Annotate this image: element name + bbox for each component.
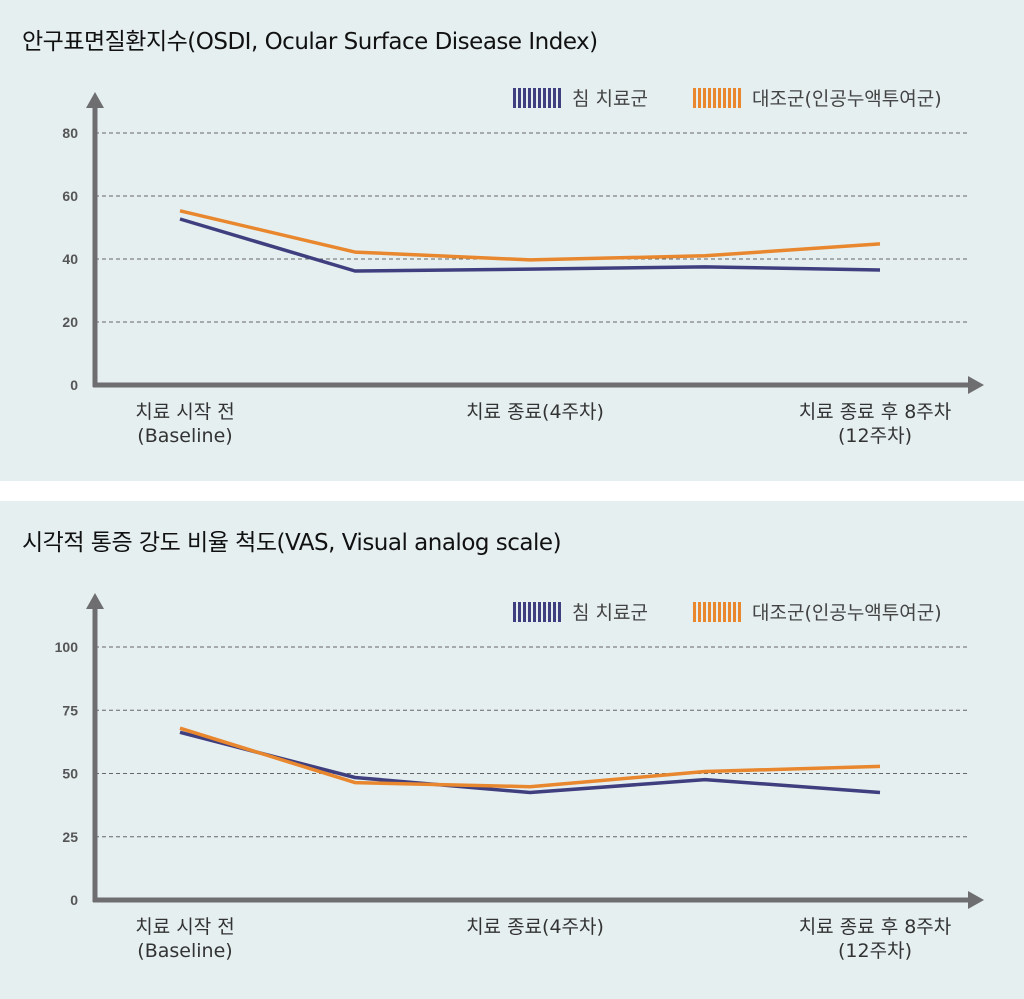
legend-swatch-bar — [703, 602, 706, 622]
legend-swatch-bar — [693, 88, 696, 108]
y-tick-label: 50 — [62, 766, 78, 782]
x-axis-arrow-icon — [968, 891, 984, 909]
legend-label: 대조군(인공누액투여군) — [752, 88, 942, 110]
legend-swatch-bar — [698, 88, 701, 108]
legend-swatch-bar — [538, 88, 541, 108]
legend-swatch-bar — [523, 602, 526, 622]
legend-swatch-bar — [698, 602, 701, 622]
y-tick-label: 0 — [70, 377, 78, 393]
legend-label: 침 치료군 — [572, 88, 648, 110]
legend-swatch-bar — [728, 88, 731, 108]
legend-swatch-bar — [528, 88, 531, 108]
y-tick-label: 75 — [62, 702, 78, 718]
vas-chart: 0 25 50 75 100 치료 시작 전(Baseline) 치료 종료(4주차) 치료 … — [55, 593, 984, 962]
y-tick-label: 0 — [70, 892, 78, 908]
x-axis-arrow-icon — [968, 376, 984, 394]
legend-swatch — [693, 602, 741, 622]
legend-label: 대조군(인공누액투여군) — [752, 602, 942, 624]
legend-swatch-bar — [558, 88, 561, 108]
y-tick-label: 80 — [62, 125, 78, 141]
legend-swatch-bar — [713, 602, 716, 622]
legend-swatch-bar — [703, 88, 706, 108]
legend-swatch — [513, 88, 561, 108]
vas-chart-panel: 시각적 통증 강도 비율 척도(VAS, Visual analog scale… — [0, 501, 1024, 999]
osdi-chart-panel: 안구표면질환지수(OSDI, Ocular Surface Disease In… — [0, 0, 1024, 481]
x-tick-label: (12주차) — [838, 940, 912, 962]
legend-swatch-bar — [548, 602, 551, 622]
legend-swatch-bar — [533, 602, 536, 622]
legend-swatch-bar — [718, 88, 721, 108]
legend-swatch-bar — [533, 88, 536, 108]
x-tick-label: (12주차) — [838, 425, 912, 447]
legend-swatch-bar — [738, 602, 741, 622]
y-tick-label: 25 — [62, 829, 78, 845]
osdi-chart: 0 20 40 60 80 치료 시작 전(Baseline) 치료 종료(4주차) 치료 종… — [62, 88, 984, 447]
legend-swatch-bar — [733, 88, 736, 108]
x-tick-label: (Baseline) — [137, 425, 232, 447]
legend-swatch-bar — [728, 602, 731, 622]
y-tick-label: 60 — [62, 188, 78, 204]
legend-swatch-bar — [733, 602, 736, 622]
legend-swatch-bar — [708, 602, 711, 622]
legend-swatch-bar — [693, 602, 696, 622]
legend-swatch-bar — [548, 88, 551, 108]
y-tick-label: 40 — [62, 251, 78, 267]
series-line-treatment — [179, 217, 881, 273]
chart-title: 안구표면질환지수(OSDI, Ocular Surface Disease In… — [22, 29, 598, 55]
legend-swatch-bar — [513, 88, 516, 108]
y-axis-arrow-icon — [86, 593, 104, 609]
x-tick-label: 치료 시작 전 — [135, 401, 234, 423]
legend-swatch-bar — [543, 602, 546, 622]
legend-swatch-bar — [553, 88, 556, 108]
legend-swatch — [693, 88, 741, 108]
legend-swatch-bar — [518, 88, 521, 108]
legend-swatch-bar — [708, 88, 711, 108]
x-tick-label: 치료 종료 후 8주차 — [799, 916, 952, 938]
legend-swatch-bar — [713, 88, 716, 108]
legend-swatch-bar — [738, 88, 741, 108]
series-line-control — [179, 726, 881, 789]
series-line-control — [179, 209, 881, 262]
legend-swatch-bar — [523, 88, 526, 108]
x-tick-label: 치료 종료(4주차) — [466, 916, 604, 938]
legend-swatch-bar — [513, 602, 516, 622]
legend-swatch-bar — [723, 88, 726, 108]
x-tick-label: (Baseline) — [137, 940, 232, 962]
legend-swatch-bar — [538, 602, 541, 622]
legend-swatch-bar — [518, 602, 521, 622]
y-axis-arrow-icon — [86, 92, 104, 108]
y-tick-label: 20 — [62, 314, 78, 330]
legend-swatch-bar — [718, 602, 721, 622]
legend-swatch-bar — [553, 602, 556, 622]
chart-title: 시각적 통증 강도 비율 척도(VAS, Visual analog scale… — [22, 530, 562, 556]
legend-swatch-bar — [543, 88, 546, 108]
legend-swatch-bar — [723, 602, 726, 622]
x-tick-label: 치료 시작 전 — [135, 916, 234, 938]
x-tick-label: 치료 종료(4주차) — [466, 401, 604, 423]
x-tick-label: 치료 종료 후 8주차 — [799, 401, 952, 423]
legend-label: 침 치료군 — [572, 602, 648, 624]
y-tick-label: 100 — [55, 639, 79, 655]
legend-swatch-bar — [558, 602, 561, 622]
legend-swatch — [513, 602, 561, 622]
legend-swatch-bar — [528, 602, 531, 622]
